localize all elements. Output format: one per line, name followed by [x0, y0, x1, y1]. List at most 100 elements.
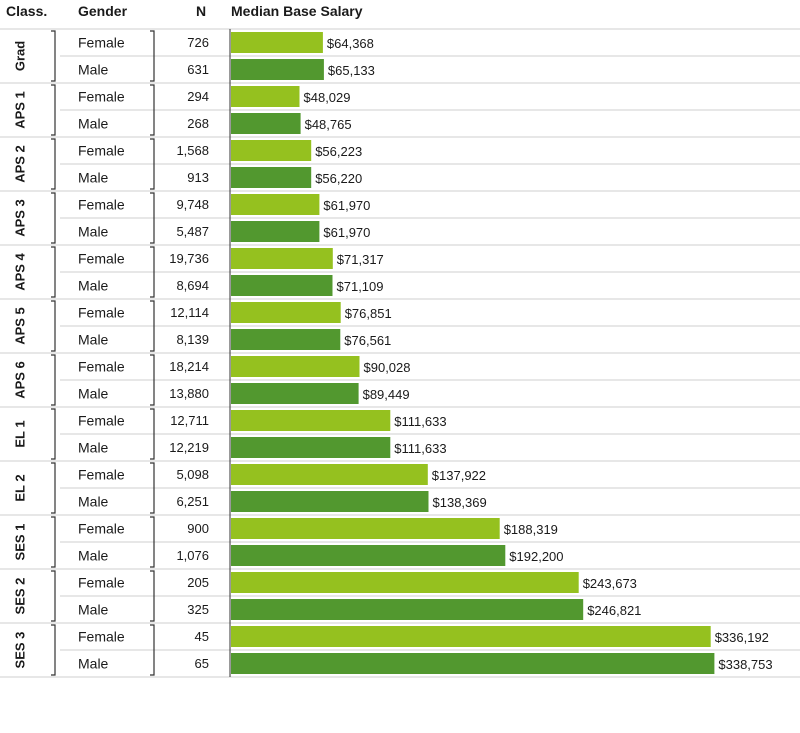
bar	[231, 275, 333, 296]
count-label: 65	[195, 656, 209, 671]
group-bracket	[150, 462, 155, 514]
class-label: SES 3	[13, 632, 28, 669]
count-label: 12,114	[170, 305, 209, 320]
bar	[231, 59, 324, 80]
count-label: 8,694	[176, 278, 209, 293]
value-label: $138,369	[433, 495, 487, 510]
value-label: $56,220	[315, 171, 362, 186]
group-bracket	[150, 408, 155, 460]
bar	[231, 167, 312, 188]
gender-label: Female	[78, 359, 125, 375]
value-label: $111,633	[394, 441, 446, 456]
header-classification: Class.	[6, 3, 48, 19]
count-label: 8,139	[176, 332, 209, 347]
group-bracket	[51, 192, 56, 244]
class-label: EL 1	[13, 420, 28, 447]
class-label: APS 1	[13, 91, 28, 129]
value-label: $61,970	[323, 225, 370, 240]
count-label: 913	[187, 170, 209, 185]
header-count: N	[196, 3, 207, 19]
group-bracket	[150, 84, 155, 136]
bar	[231, 302, 341, 323]
group-bracket	[150, 192, 155, 244]
group-bracket	[150, 246, 155, 298]
count-label: 631	[187, 62, 209, 77]
count-label: 268	[187, 116, 209, 131]
group-bracket	[150, 624, 155, 676]
bar	[231, 221, 320, 242]
gender-label: Male	[78, 224, 109, 240]
bar	[231, 437, 391, 458]
group-bracket	[150, 30, 155, 82]
gender-label: Female	[78, 143, 125, 159]
bar	[231, 140, 312, 161]
group-bracket	[51, 30, 56, 82]
value-label: $76,561	[344, 333, 391, 348]
bar	[231, 86, 300, 107]
count-label: 1,076	[176, 548, 209, 563]
group-bracket	[51, 516, 56, 568]
bar	[231, 383, 359, 404]
count-label: 1,568	[176, 143, 209, 158]
count-label: 13,880	[169, 386, 209, 401]
gender-label: Male	[78, 440, 109, 456]
group-bracket	[51, 462, 56, 514]
class-label: EL 2	[13, 474, 28, 501]
count-label: 726	[187, 35, 209, 50]
value-label: $137,922	[432, 468, 486, 483]
count-label: 19,736	[169, 251, 209, 266]
count-label: 5,487	[176, 224, 209, 239]
count-label: 45	[195, 629, 209, 644]
value-label: $243,673	[583, 576, 637, 591]
bar	[231, 599, 584, 620]
count-label: 12,219	[169, 440, 209, 455]
gender-label: Male	[78, 62, 109, 78]
bar	[231, 329, 341, 350]
bar	[231, 410, 391, 431]
gender-label: Female	[78, 413, 125, 429]
gender-label: Male	[78, 602, 109, 618]
bar	[231, 572, 579, 593]
group-bracket	[150, 138, 155, 190]
class-label: APS 2	[13, 145, 28, 183]
count-label: 294	[187, 89, 209, 104]
value-label: $56,223	[315, 144, 362, 159]
gender-label: Male	[78, 494, 109, 510]
value-label: $48,029	[304, 90, 351, 105]
gender-label: Female	[78, 251, 125, 267]
count-label: 325	[187, 602, 209, 617]
class-label: SES 2	[13, 578, 28, 615]
value-label: $76,851	[345, 306, 392, 321]
gender-label: Male	[78, 170, 109, 186]
header-value: Median Base Salary	[231, 3, 363, 19]
class-label: SES 1	[13, 524, 28, 561]
gender-label: Female	[78, 305, 125, 321]
class-label: APS 6	[13, 361, 28, 399]
gender-label: Female	[78, 35, 125, 51]
group-bracket	[51, 354, 56, 406]
bar	[231, 32, 323, 53]
value-label: $64,368	[327, 36, 374, 51]
class-label: APS 4	[13, 252, 28, 290]
group-bracket	[51, 84, 56, 136]
class-label: APS 3	[13, 199, 28, 237]
value-label: $65,133	[328, 63, 375, 78]
bar	[231, 464, 428, 485]
group-bracket	[150, 300, 155, 352]
value-label: $71,317	[337, 252, 384, 267]
group-bracket	[51, 570, 56, 622]
gender-label: Female	[78, 629, 125, 645]
bar	[231, 113, 301, 134]
bar	[231, 518, 500, 539]
count-label: 12,711	[170, 413, 209, 428]
value-label: $48,765	[305, 117, 352, 132]
value-label: $192,200	[509, 549, 563, 564]
gender-label: Female	[78, 89, 125, 105]
gender-label: Female	[78, 521, 125, 537]
gender-label: Female	[78, 197, 125, 213]
gender-label: Male	[78, 116, 109, 132]
group-bracket	[51, 246, 56, 298]
value-label: $89,449	[363, 387, 410, 402]
gender-label: Male	[78, 386, 109, 402]
